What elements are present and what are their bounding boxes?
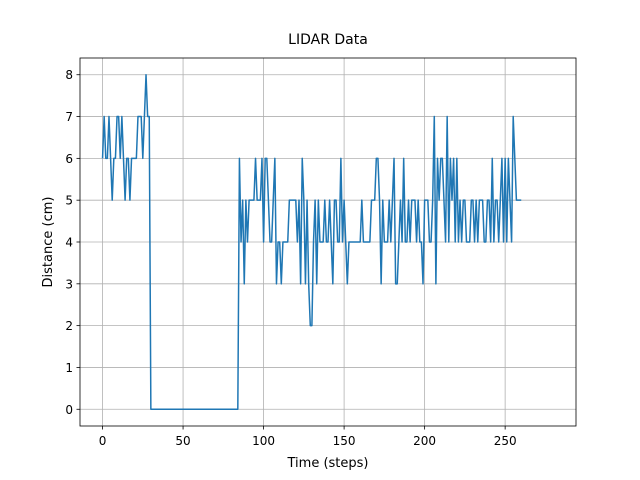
x-tick-label: 50 (175, 434, 190, 448)
data-line (101, 73, 522, 411)
y-tick-label: 4 (65, 236, 73, 250)
x-tick-label: 100 (252, 434, 275, 448)
x-tick-label: 150 (333, 434, 356, 448)
y-tick-label: 0 (65, 403, 73, 417)
chart-title: LIDAR Data (288, 32, 368, 48)
x-tick-label: 0 (99, 434, 107, 448)
y-tick-label: 3 (65, 277, 73, 291)
x-axis-label: Time (steps) (287, 456, 369, 471)
y-tick-label: 2 (65, 319, 73, 333)
y-axis-label: Distance (cm) (41, 197, 56, 288)
y-tick-label: 7 (65, 110, 73, 124)
plot-area (101, 73, 522, 411)
x-tick-label: 250 (494, 434, 517, 448)
x-tick-label: 200 (413, 434, 436, 448)
y-tick-label: 8 (65, 68, 73, 82)
y-tick-label: 5 (65, 194, 73, 208)
y-tick-label: 6 (65, 152, 73, 166)
y-tick-label: 1 (65, 361, 73, 375)
